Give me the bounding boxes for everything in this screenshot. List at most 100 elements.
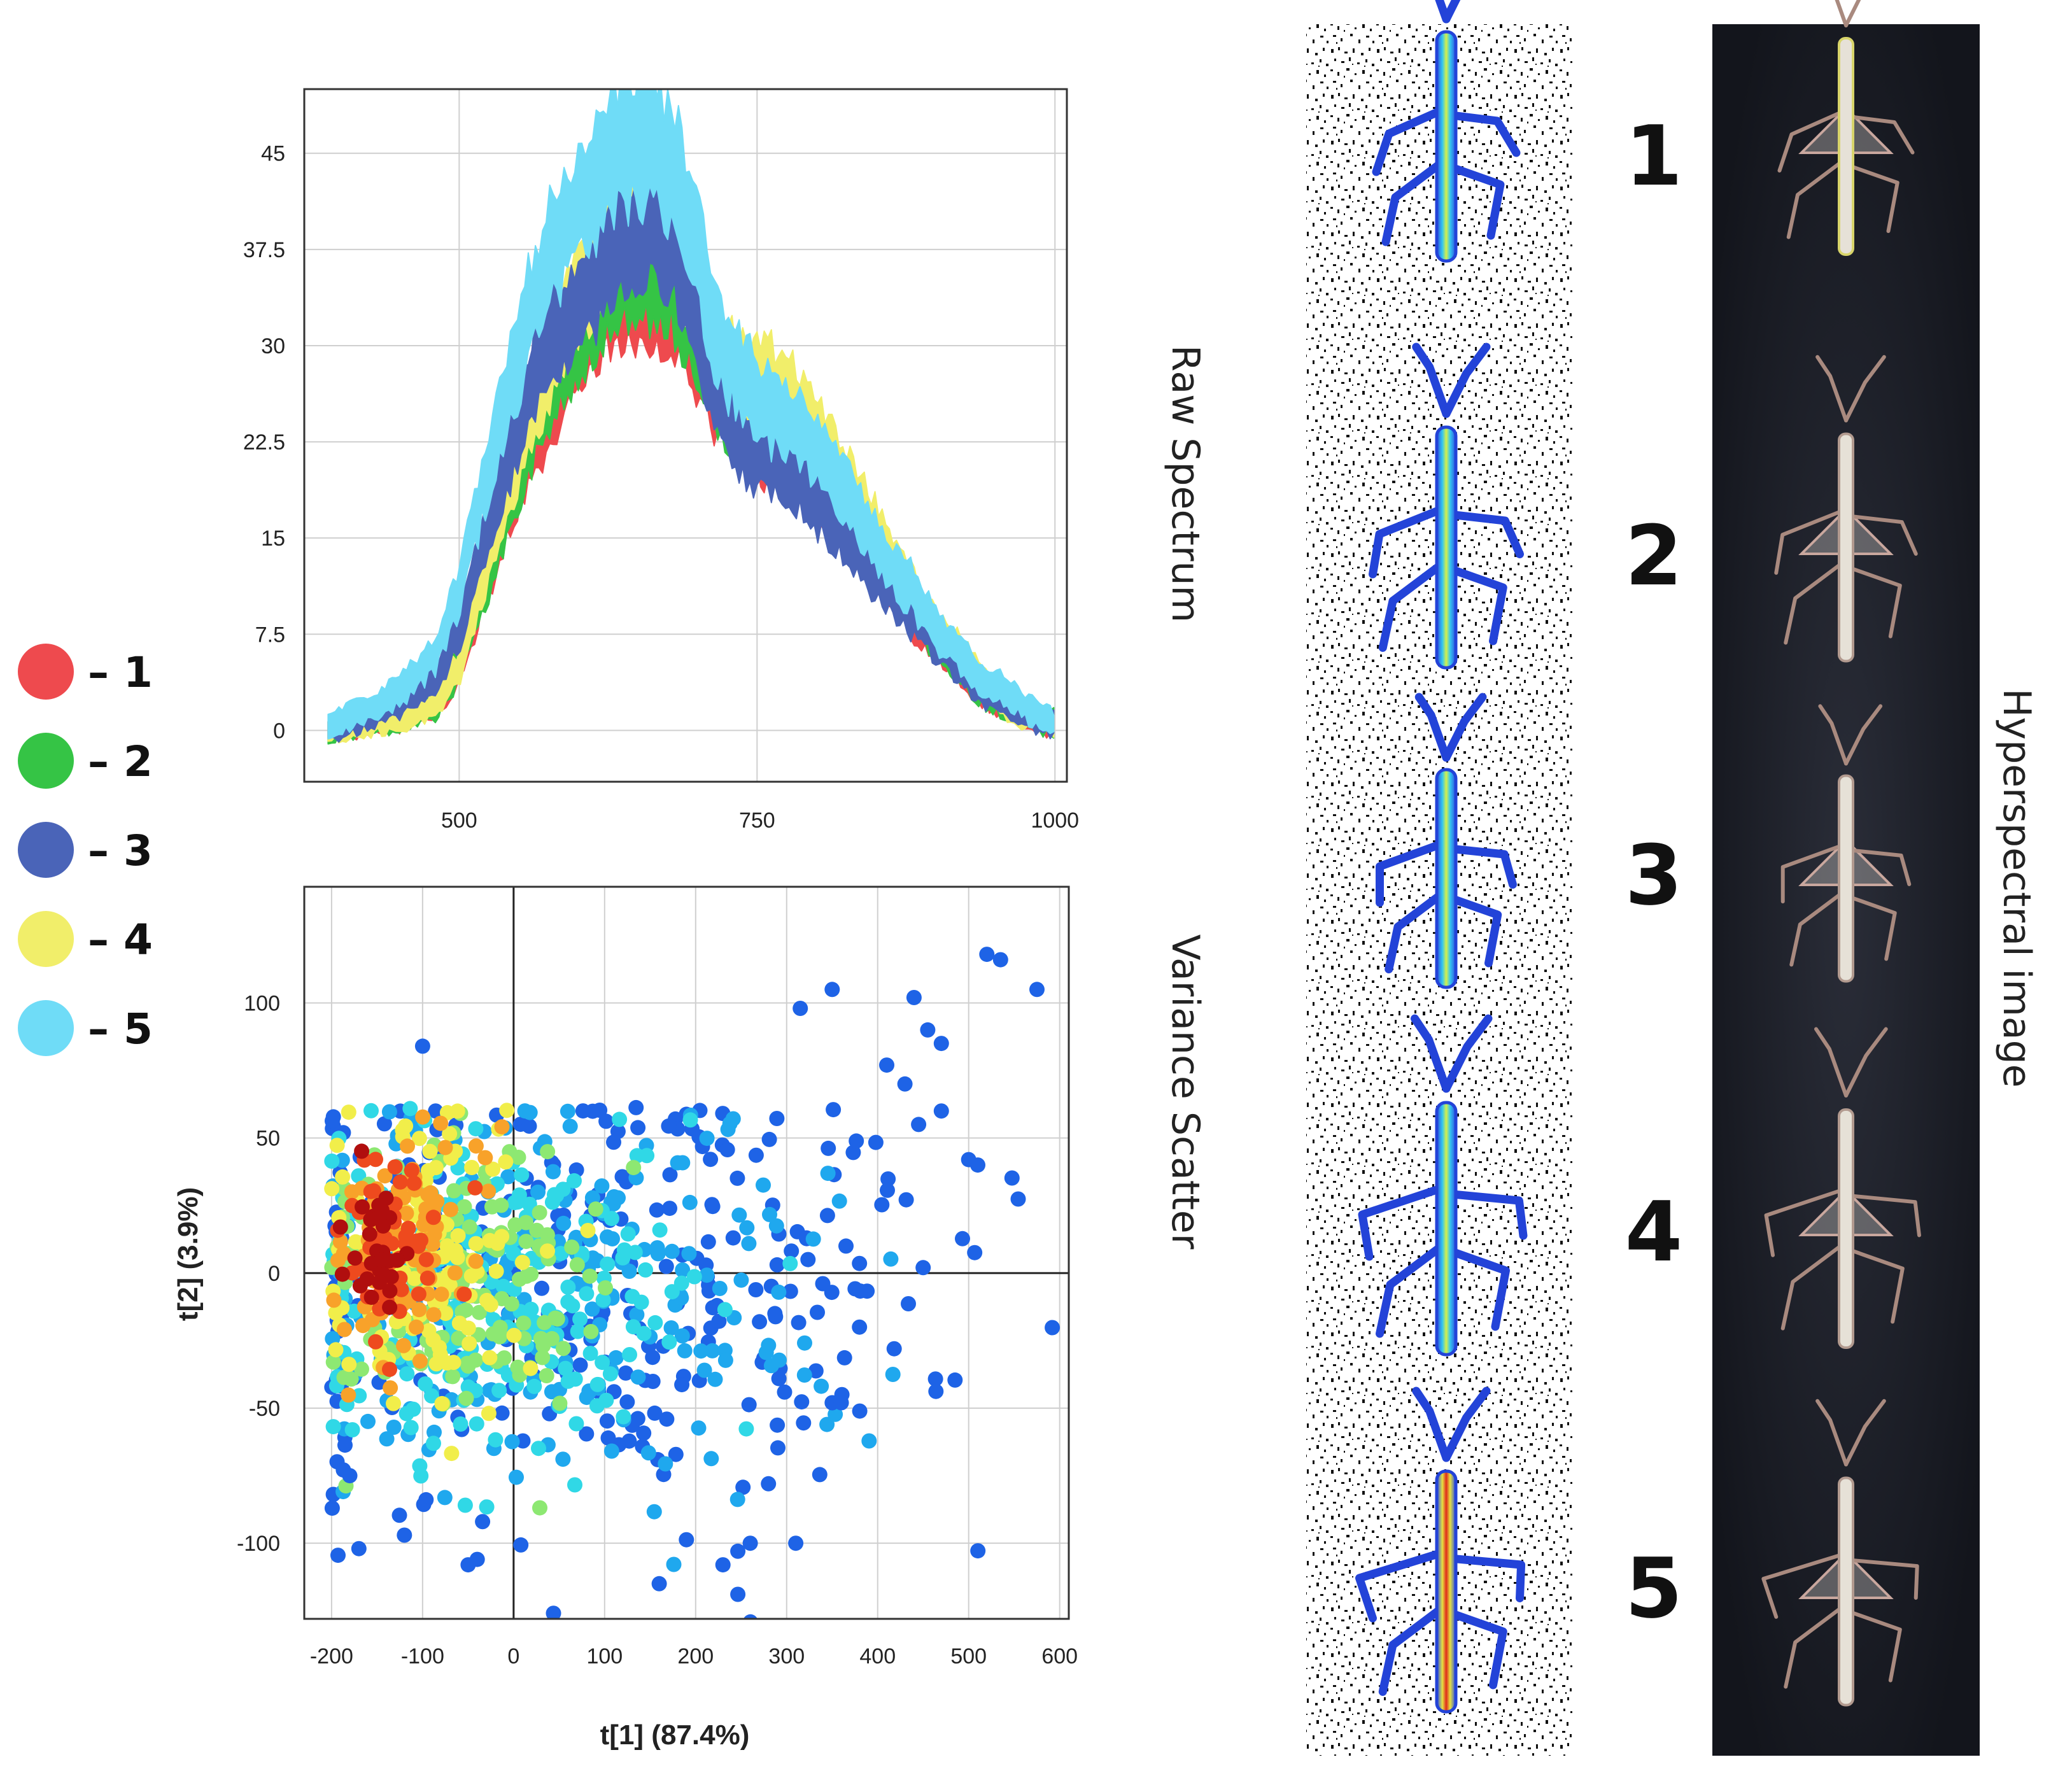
scatter-point	[386, 1395, 401, 1411]
scatter-point	[409, 1319, 424, 1335]
scatter-plot-frame	[303, 885, 1070, 1620]
scatter-point-outlier	[742, 1535, 758, 1551]
photo-insect-3	[1780, 704, 1912, 983]
scatter-point	[600, 1229, 615, 1245]
specimen-numbers: 1 2 3 4 5	[1625, 108, 1682, 1637]
scatter-point	[494, 1405, 510, 1421]
scatter-x-tick-label: 100	[586, 1644, 623, 1669]
scatter-point	[711, 1313, 727, 1329]
scatter-point	[555, 1341, 571, 1357]
scatter-point	[681, 1246, 697, 1262]
scatter-point	[341, 1387, 356, 1403]
scatter-point	[354, 1143, 370, 1159]
scatter-point	[405, 1401, 421, 1417]
scatter-point	[664, 1243, 680, 1259]
scatter-point	[812, 1467, 828, 1483]
scatter-point-outlier	[911, 1117, 927, 1132]
scatter-point	[699, 1131, 715, 1147]
scatter-point	[731, 1207, 747, 1223]
scatter-point-outlier	[793, 1001, 808, 1016]
legend-swatch-3	[18, 822, 74, 878]
scatter-point	[761, 1337, 777, 1353]
scatter-point	[725, 1230, 741, 1246]
variance-heatmap-strip	[1306, 0, 1572, 1756]
scatter-point	[365, 1312, 380, 1327]
scatter-point	[673, 1275, 689, 1291]
scatter-point	[852, 1403, 868, 1419]
scatter-point	[469, 1416, 484, 1432]
scatter-point	[594, 1178, 610, 1194]
scatter-point	[341, 1357, 357, 1372]
scatter-point	[677, 1343, 693, 1358]
scatter-point	[426, 1424, 442, 1440]
scatter-point	[425, 1210, 441, 1225]
spectrum-y-tick-label: 7.5	[255, 623, 285, 647]
scatter-point	[341, 1104, 356, 1120]
scatter-point	[532, 1500, 547, 1516]
scatter-point	[544, 1384, 560, 1400]
scatter-point	[355, 1199, 370, 1215]
scatter-point	[411, 1131, 427, 1147]
scatter-point	[814, 1378, 829, 1394]
scatter-point	[704, 1197, 720, 1213]
scatter-point	[416, 1497, 432, 1513]
scatter-point	[771, 1284, 787, 1300]
scatter-point	[733, 1272, 749, 1288]
scatter-point	[564, 1239, 580, 1255]
scatter-point	[606, 1189, 622, 1204]
scatter-point	[377, 1168, 393, 1184]
scatter-point	[438, 1306, 453, 1322]
scatter-point-outlier	[933, 1103, 949, 1119]
scatter-point	[756, 1177, 771, 1193]
raw-spectrum-chart: 500 750 1000 45 37.5 30 22.5 15 7.5 0	[243, 88, 1079, 833]
scatter-point	[649, 1202, 665, 1218]
scatter-point-outlier	[351, 1541, 367, 1556]
scatter-point	[437, 1490, 453, 1506]
scatter-point	[457, 1497, 473, 1513]
photo-insect-2	[1774, 355, 1918, 663]
scatter-y-tick-label: 100	[244, 991, 280, 1015]
scatter-point	[363, 1103, 379, 1118]
scatter-point	[580, 1223, 596, 1238]
scatter-x-tick-label: 200	[677, 1644, 714, 1669]
scatter-point	[868, 1134, 884, 1150]
scatter-point	[514, 1255, 530, 1270]
spectrum-y-tick-label: 37.5	[243, 238, 285, 262]
scatter-point	[735, 1479, 751, 1495]
scatter-point-outlier	[342, 1468, 358, 1484]
scatter-point	[560, 1373, 576, 1389]
scatter-point	[588, 1201, 603, 1217]
scatter-point	[970, 1543, 986, 1559]
scatter-point-outlier	[879, 1057, 894, 1073]
scatter-point	[658, 1456, 673, 1472]
scatter-point	[447, 1265, 463, 1281]
scatter-point	[552, 1395, 568, 1411]
scatter-point-outlier	[897, 1076, 913, 1092]
scatter-point	[402, 1101, 418, 1117]
scatter-point	[537, 1315, 553, 1330]
scatter-point	[762, 1206, 777, 1222]
scatter-point	[619, 1394, 635, 1410]
scatter-point-outlier	[414, 1038, 430, 1054]
scatter-point	[901, 1296, 916, 1311]
scatter-point	[622, 1347, 637, 1362]
scatter-point	[819, 1208, 835, 1224]
spectrum-series-3	[327, 166, 1055, 743]
scatter-point	[849, 1133, 864, 1149]
scatter-point	[481, 1183, 497, 1199]
scatter-point	[603, 1443, 619, 1459]
scatter-point	[509, 1469, 524, 1485]
scatter-point-outlier	[970, 1157, 985, 1173]
scatter-x-tick-label: 600	[1041, 1644, 1078, 1669]
scatter-point	[330, 1548, 346, 1563]
scatter-point	[325, 1419, 341, 1435]
scatter-point	[819, 1416, 835, 1432]
scatter-point	[460, 1358, 476, 1374]
scatter-point	[567, 1173, 582, 1189]
scatter-point	[362, 1226, 377, 1242]
scatter-point	[800, 1252, 816, 1267]
scatter-point	[630, 1369, 646, 1385]
scatter-point	[443, 1202, 458, 1217]
scatter-point	[324, 1154, 340, 1169]
scatter-point	[325, 1354, 341, 1370]
